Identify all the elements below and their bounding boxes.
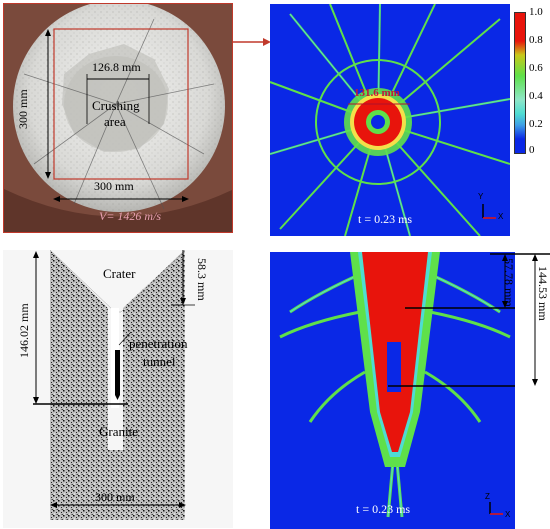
height-dimension-label: 300 mm — [16, 89, 30, 129]
axis-triad-section — [489, 502, 503, 515]
experiment-photo-panel: 126.8 mm Crushing area 300 mm 300 mm V= … — [3, 3, 233, 233]
schematic-section-panel: Crater 58.3 mm 146.02 mm penetration tun… — [3, 250, 233, 528]
crater-depth-label: 58.3 mm — [195, 258, 209, 301]
crush-dimension-label: 126.8 mm — [92, 60, 141, 74]
pointer-arrow — [233, 38, 271, 46]
simulation-section-view-panel: 57.78 mm 144.53 mm t = 0.23 ms Z X — [270, 252, 550, 529]
colorbar — [514, 12, 526, 154]
damage-zone-dimension-label: 131.6 mm — [354, 87, 400, 99]
time-label-top: t = 0.23 ms — [358, 212, 413, 226]
colorbar-tick-0.2: 0.2 — [529, 118, 543, 130]
crush-area-label-line2: area — [104, 114, 126, 129]
axis-triad — [482, 204, 496, 219]
colorbar-tick-0.4: 0.4 — [529, 90, 543, 102]
colorbar-tick-0.8: 0.8 — [529, 34, 543, 46]
simulation-plan-view — [270, 4, 510, 236]
simulation-section-view — [270, 252, 515, 529]
granite-label: Granite — [99, 424, 138, 439]
granite-section-diagram — [3, 250, 233, 528]
sim-crater-depth-label: 57.78 mm — [502, 258, 516, 307]
tunnel-label-line2: tunnel — [143, 354, 176, 369]
axis-z-label: Z — [485, 492, 490, 501]
axis-y-label: Y — [478, 192, 484, 201]
tunnel-label-line1: penetration — [129, 336, 188, 351]
time-label-bottom: t = 0.23 ms — [356, 502, 411, 516]
crush-area-label-line1: Crushing — [92, 98, 140, 113]
width-dimension-label-bottom: 300 mm — [95, 490, 135, 504]
colorbar-tick-1: 1.0 — [529, 6, 543, 18]
granite-sample-photo — [4, 4, 232, 232]
handwritten-velocity: V= 1426 m/s — [99, 209, 162, 223]
sim-penetration-depth-label: 144.53 mm — [536, 266, 550, 321]
colorbar-tick-0.6: 0.6 — [529, 62, 543, 74]
penetration-depth-label: 146.02 mm — [17, 303, 31, 358]
width-dimension-label: 300 mm — [94, 179, 134, 193]
crater-label: Crater — [103, 266, 136, 281]
axis-x-label: X — [498, 212, 504, 221]
colorbar-tick-0: 0 — [529, 144, 535, 156]
axis-x-label-section: X — [505, 510, 511, 519]
dimension-arrows — [490, 253, 550, 386]
simulation-plan-view-panel: 131.6 mm t = 0.23 ms Y X 1.0 0.8 0.6 0.4… — [270, 4, 550, 236]
